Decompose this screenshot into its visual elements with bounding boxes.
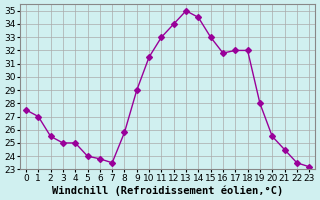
X-axis label: Windchill (Refroidissement éolien,°C): Windchill (Refroidissement éolien,°C) xyxy=(52,185,283,196)
